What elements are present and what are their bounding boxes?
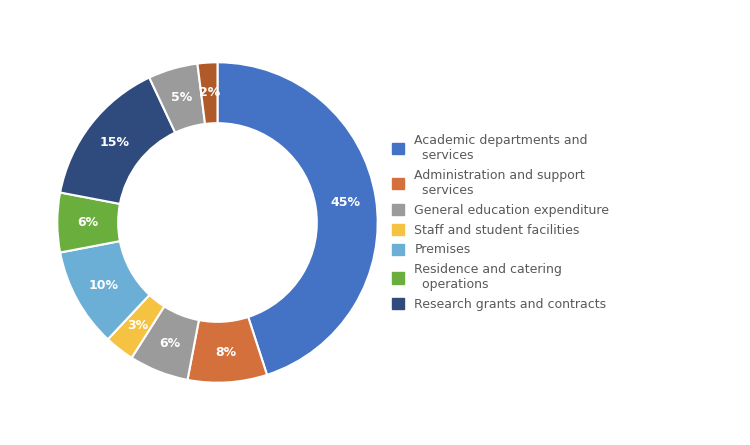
Text: 2%: 2% [199, 86, 220, 100]
Wedge shape [149, 64, 205, 133]
Wedge shape [132, 306, 199, 380]
Legend: Academic departments and
  services, Administration and support
  services, Gene: Academic departments and services, Admin… [392, 134, 610, 311]
Wedge shape [197, 62, 217, 124]
Text: 3%: 3% [128, 319, 148, 332]
Text: 6%: 6% [77, 216, 98, 229]
Wedge shape [217, 62, 378, 375]
Text: 8%: 8% [215, 345, 236, 359]
Text: 5%: 5% [171, 91, 192, 105]
Wedge shape [60, 241, 149, 339]
Text: 15%: 15% [100, 137, 130, 150]
Text: 10%: 10% [88, 279, 118, 291]
Wedge shape [188, 317, 267, 383]
Wedge shape [60, 77, 176, 204]
Text: 6%: 6% [159, 337, 180, 350]
Text: 45%: 45% [331, 196, 361, 209]
Wedge shape [108, 295, 164, 358]
Wedge shape [57, 193, 120, 252]
